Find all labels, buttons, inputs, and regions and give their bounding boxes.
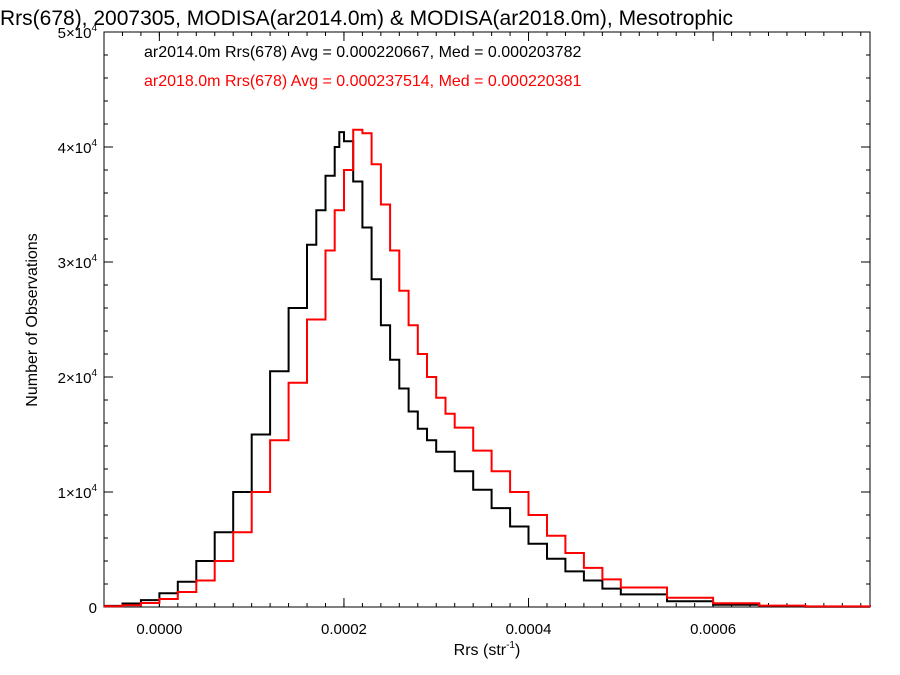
y-tick-label-4: 4×104 bbox=[58, 138, 98, 157]
series-line-0 bbox=[104, 131, 871, 608]
legend-entry-1: ar2018.0m Rrs(678) Avg = 0.000237514, Me… bbox=[144, 73, 581, 90]
x-tick-label-1: 0.0002 bbox=[321, 621, 367, 638]
chart-title: Rrs(678), 2007305, MODISA(ar2014.0m) & M… bbox=[0, 7, 733, 30]
plot-frame bbox=[103, 31, 871, 608]
legend: ar2014.0m Rrs(678) Avg = 0.000220667, Me… bbox=[144, 44, 581, 90]
x-tick-label-3: 0.0006 bbox=[690, 621, 736, 638]
x-axis: 0.0000 0.0002 0.0004 0.0006 bbox=[121, 32, 862, 638]
series-line-1 bbox=[104, 128, 871, 608]
series-layer bbox=[104, 128, 871, 608]
y-axis: 0 1×104 2×104 3×104 4×104 5×104 bbox=[58, 23, 870, 617]
x-tick-label-2: 0.0004 bbox=[506, 621, 552, 638]
y-tick-label-3: 3×104 bbox=[58, 253, 98, 272]
axes-frame bbox=[103, 31, 871, 608]
y-tick-label-2: 2×104 bbox=[58, 368, 98, 387]
y-tick-label-5: 5×104 bbox=[58, 23, 98, 42]
y-axis-label: Number of Observations bbox=[24, 233, 41, 406]
legend-entry-0: ar2014.0m Rrs(678) Avg = 0.000220667, Me… bbox=[144, 44, 581, 61]
y-tick-label-1: 1×104 bbox=[58, 483, 98, 502]
x-axis-label: Rrs (str-1) bbox=[454, 640, 521, 659]
x-tick-label-0: 0.0000 bbox=[136, 621, 182, 638]
y-tick-label-0: 0 bbox=[89, 600, 97, 617]
